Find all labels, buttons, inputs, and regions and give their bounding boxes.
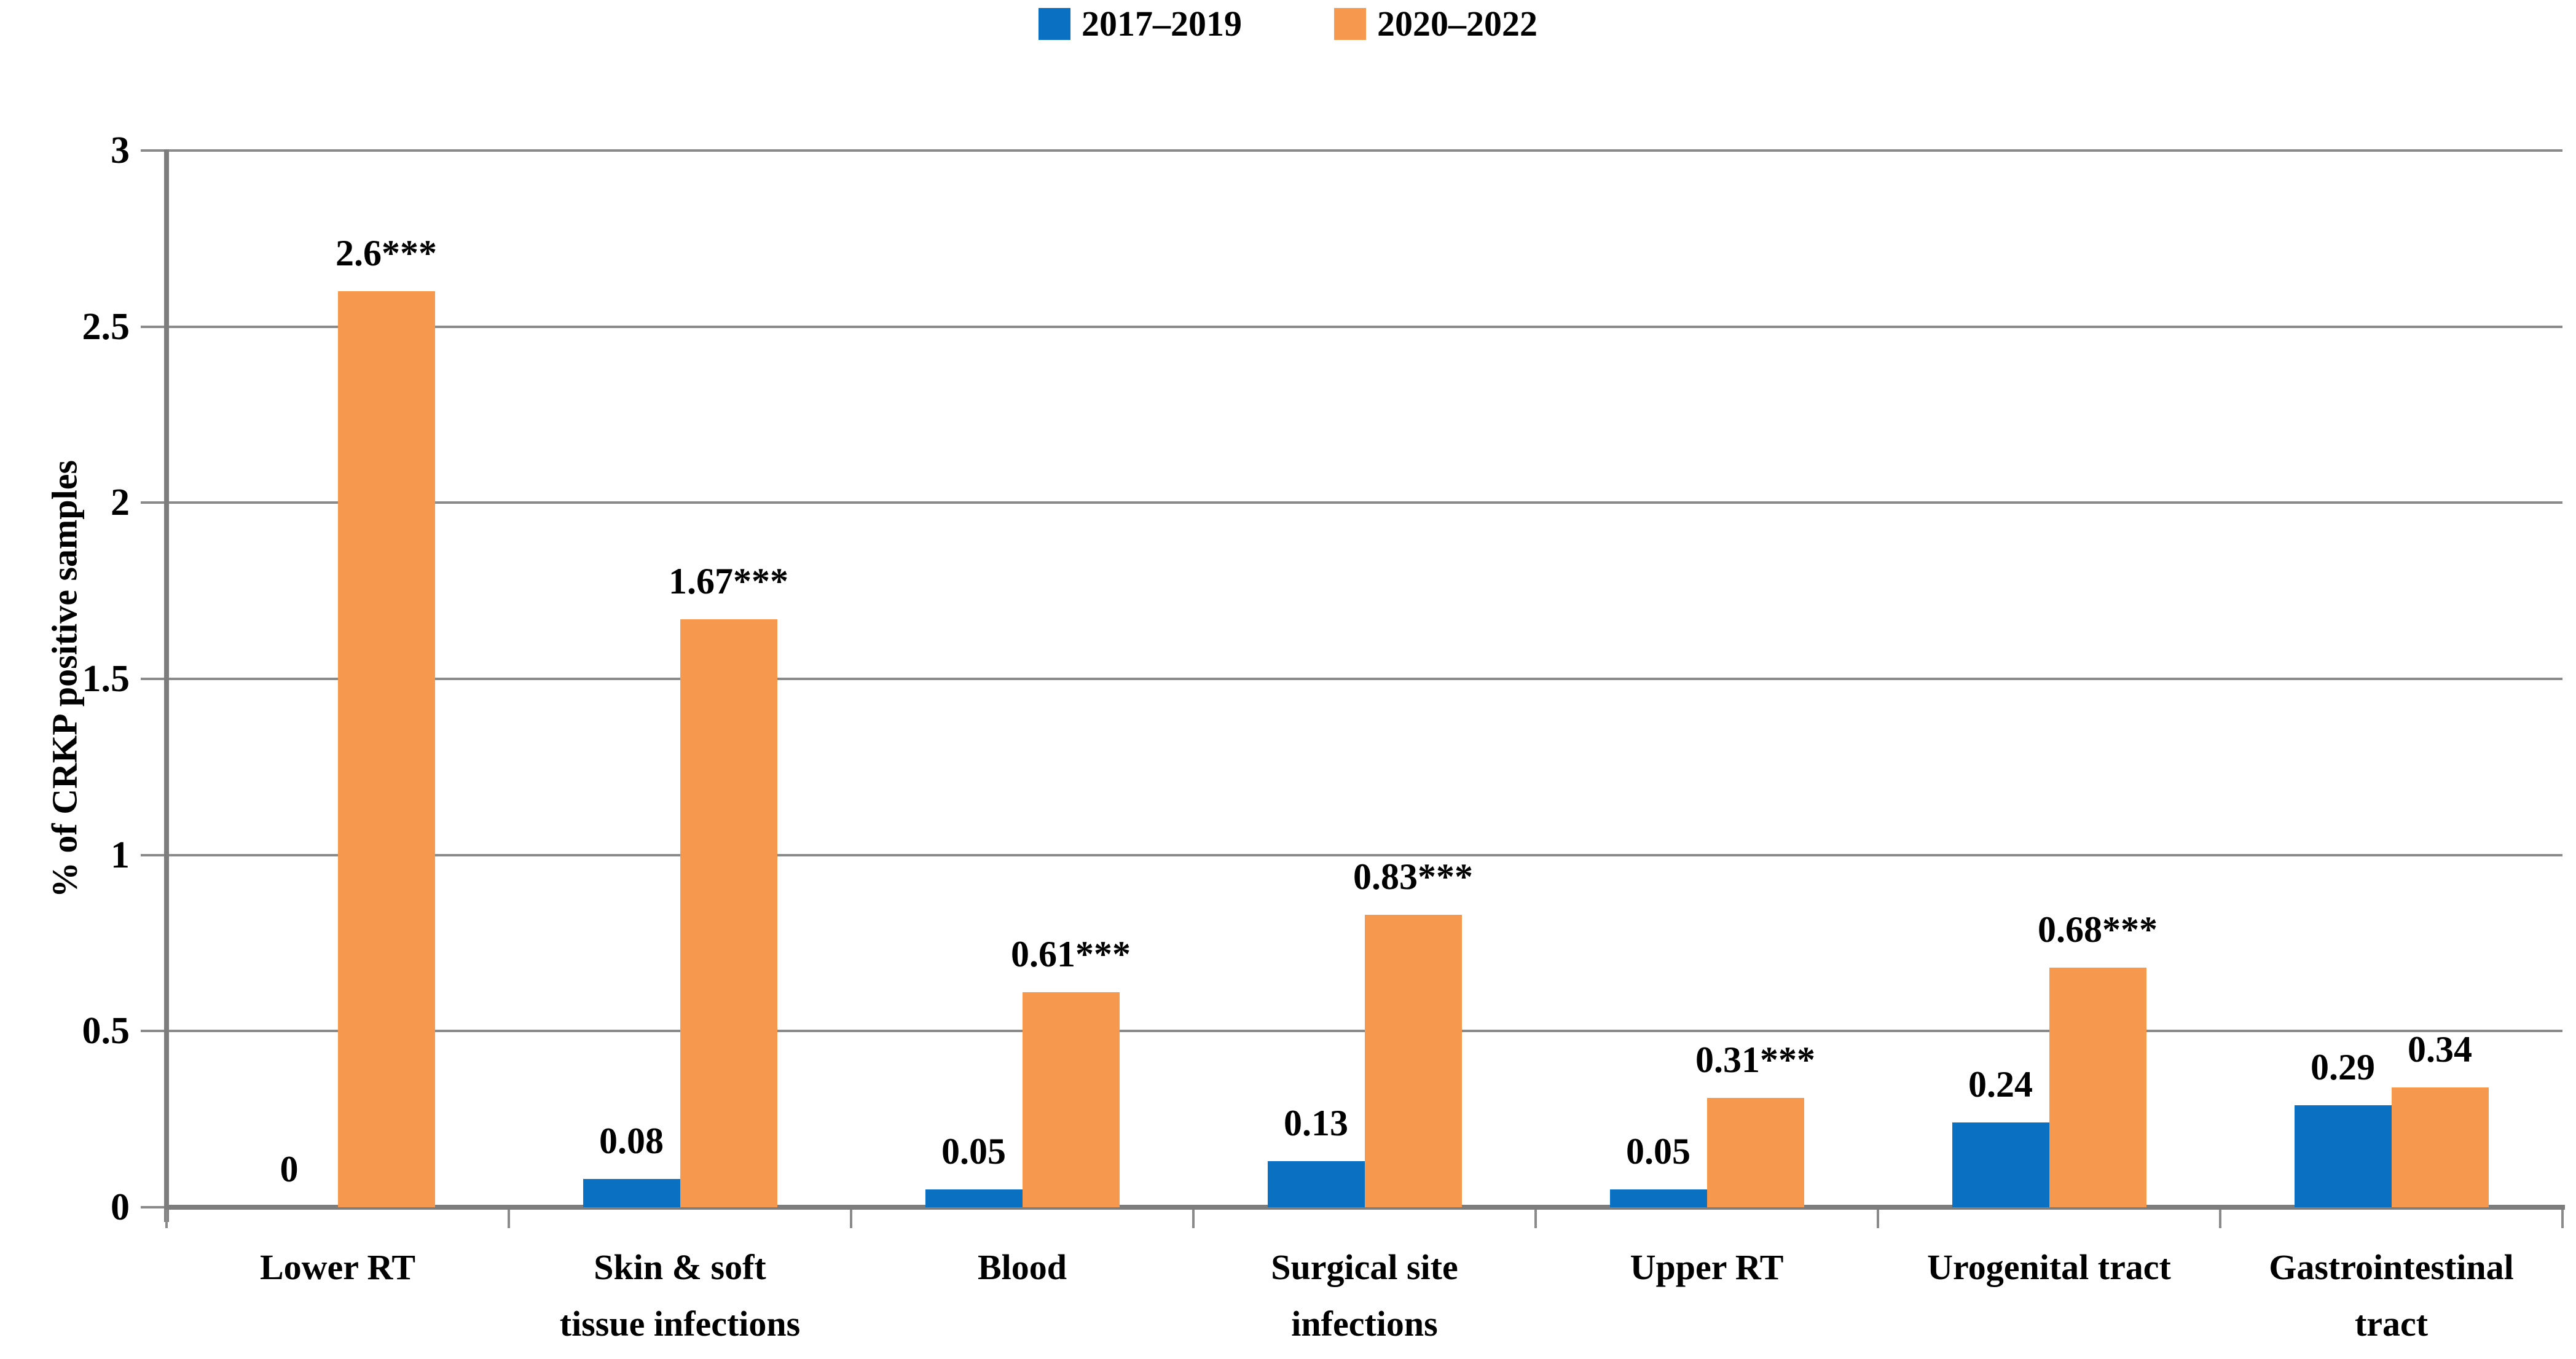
- gridline: [167, 853, 2562, 856]
- x-category-label: Gastrointestinal tract: [2269, 1247, 2514, 1344]
- y-axis-tick: [141, 853, 164, 856]
- bar-orange: [337, 291, 435, 1207]
- y-axis-tick: [141, 501, 164, 504]
- bar-blue: [583, 1179, 680, 1207]
- bar-value-label: 0.05: [941, 1131, 1006, 1172]
- x-axis-tick: [2561, 1210, 2564, 1228]
- legend-swatch-blue: [1039, 8, 1070, 40]
- x-category-label: Skin & soft tissue infections: [559, 1247, 801, 1344]
- bar-blue: [1952, 1122, 2049, 1207]
- x-category-label: Blood: [977, 1247, 1067, 1287]
- bar-orange: [680, 619, 777, 1207]
- x-category-label: Urogenital tract: [1927, 1247, 2171, 1287]
- bar-value-label: 0.13: [1284, 1103, 1348, 1144]
- y-axis-tick: [141, 678, 164, 680]
- legend-label-2017-2019: 2017–2019: [1082, 4, 1242, 44]
- y-tick-label: 0: [111, 1186, 130, 1228]
- bar-blue: [1609, 1189, 1707, 1207]
- bar-value-label: 1.67***: [669, 560, 788, 601]
- bar-orange: [2049, 968, 2146, 1207]
- bar-orange: [1022, 992, 1120, 1207]
- y-axis-tick: [141, 149, 164, 152]
- y-tick-label: 1.5: [82, 658, 130, 700]
- chart-legend: 2017–2019 2020–2022: [0, 6, 2576, 42]
- x-axis-tick: [1534, 1210, 1537, 1228]
- bar-value-label: 0.29: [2311, 1046, 2375, 1087]
- gridline: [167, 325, 2562, 328]
- legend-item-2020-2022: 2020–2022: [1334, 6, 1537, 42]
- bar-value-label: 0.08: [599, 1121, 664, 1162]
- y-tick-label: 0.5: [82, 1010, 130, 1052]
- gridline: [167, 501, 2562, 504]
- bar-value-label: 0.61***: [1011, 934, 1131, 975]
- bar-value-label: 0.68***: [2038, 909, 2158, 950]
- bar-orange: [2391, 1087, 2489, 1207]
- y-axis-line: [164, 149, 169, 1222]
- y-axis-tick: [141, 1206, 164, 1208]
- bar-blue: [2294, 1105, 2392, 1207]
- gridline: [167, 149, 2562, 152]
- x-axis-tick: [508, 1210, 510, 1228]
- bar-value-label: 0: [280, 1149, 299, 1189]
- bar-orange: [1364, 915, 1462, 1207]
- x-axis-tick: [1877, 1210, 1879, 1228]
- x-axis-tick: [165, 1210, 168, 1228]
- y-tick-label: 2: [111, 482, 130, 524]
- x-axis-line: [164, 1205, 2565, 1210]
- bar-value-label: 0.05: [1626, 1131, 1690, 1172]
- x-axis-tick: [2219, 1210, 2221, 1228]
- legend-swatch-orange: [1334, 8, 1366, 40]
- legend-label-2020-2022: 2020–2022: [1377, 4, 1537, 44]
- x-category-label: Lower RT: [259, 1247, 416, 1287]
- bar-orange: [1706, 1098, 1804, 1207]
- y-tick-label: 3: [111, 130, 130, 171]
- bar-value-label: 0.31***: [1695, 1040, 1815, 1081]
- bar-value-label: 0.34: [2408, 1029, 2472, 1070]
- gridline: [167, 678, 2562, 680]
- bar-blue: [1267, 1161, 1365, 1207]
- y-tick-label: 1: [111, 834, 130, 876]
- plot-area: 0 0.5 1 1.5 2 2.5 3 0 0.08 0.05 0.13 0.05 0.24 0.29 2.…: [82, 130, 2565, 1344]
- x-axis-tick: [850, 1210, 852, 1228]
- x-category-label: Surgical site infections: [1271, 1247, 1458, 1344]
- bar-value-label: 0.83***: [1353, 856, 1473, 898]
- legend-item-2017-2019: 2017–2019: [1039, 6, 1242, 42]
- bar-value-label: 2.6***: [336, 233, 437, 274]
- bar-blue: [925, 1189, 1023, 1207]
- x-category-label: Upper RT: [1630, 1247, 1784, 1287]
- y-tick-label: 2.5: [82, 305, 130, 348]
- y-axis-tick: [141, 325, 164, 328]
- x-axis-tick: [1192, 1210, 1195, 1228]
- bar-value-label: 0.24: [1968, 1064, 2033, 1105]
- y-axis-tick: [141, 1030, 164, 1033]
